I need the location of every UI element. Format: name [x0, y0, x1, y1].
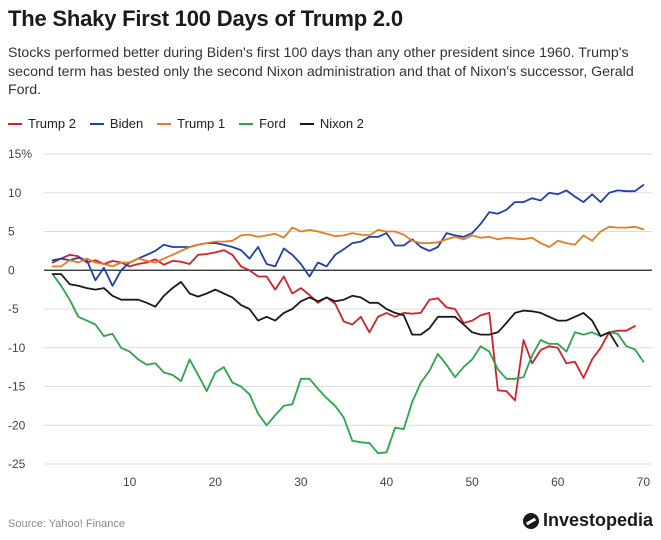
series-line-ford [51, 273, 645, 455]
legend-label: Trump 1 [177, 116, 226, 131]
x-tick-label: 10 [123, 475, 137, 489]
chart-title: The Shaky First 100 Days of Trump 2.0 [8, 6, 403, 31]
legend-swatch [299, 122, 314, 125]
x-tick-label: 20 [209, 475, 223, 489]
source-note: Source: Yahoo! Finance [8, 518, 126, 530]
series-line-biden [51, 184, 645, 287]
legend-item-trump-2: Trump 2 [8, 116, 76, 131]
y-tick-label: -25 [8, 457, 26, 471]
series-line-trump-1 [51, 225, 645, 268]
legend-item-biden: Biden [89, 116, 144, 131]
chart-subtitle: Stocks performed better during Biden's f… [8, 45, 634, 98]
y-tick-label: -20 [8, 418, 26, 432]
investopedia-logo: Investopedia [522, 510, 653, 531]
y-tick-label: -10 [8, 341, 26, 355]
x-tick-label: 60 [551, 475, 565, 489]
y-tick-label: 15% [8, 147, 32, 161]
legend-item-trump-1: Trump 1 [157, 116, 225, 131]
chart-legend: Trump 2 Biden Trump 1 Ford Nixon 2 [8, 116, 378, 131]
legend-item-ford: Ford [239, 116, 286, 131]
x-tick-label: 70 [637, 475, 651, 489]
legend-label: Trump 2 [28, 116, 76, 131]
legend-label: Ford [259, 116, 286, 131]
legend-label: Nixon 2 [319, 116, 364, 131]
series-line-nixon-2 [51, 273, 619, 348]
y-tick-label: -15 [8, 380, 26, 394]
x-tick-label: 40 [380, 475, 394, 489]
legend-label: Biden [109, 116, 144, 131]
logo-icon [522, 512, 539, 529]
y-tick-label: 0 [8, 263, 15, 277]
y-tick-label: -5 [8, 302, 19, 316]
series-line-trump-2 [51, 249, 636, 402]
legend-swatch [8, 122, 22, 125]
y-tick-label: 5 [8, 225, 15, 239]
y-tick-label: 10 [8, 186, 22, 200]
legend-swatch [239, 122, 254, 125]
legend-swatch [157, 122, 172, 125]
logo-text: Investopedia [542, 510, 653, 530]
legend-swatch [89, 122, 104, 125]
x-tick-label: 50 [465, 475, 479, 489]
x-tick-label: 30 [294, 475, 308, 489]
legend-item-nixon-2: Nixon 2 [299, 116, 364, 131]
